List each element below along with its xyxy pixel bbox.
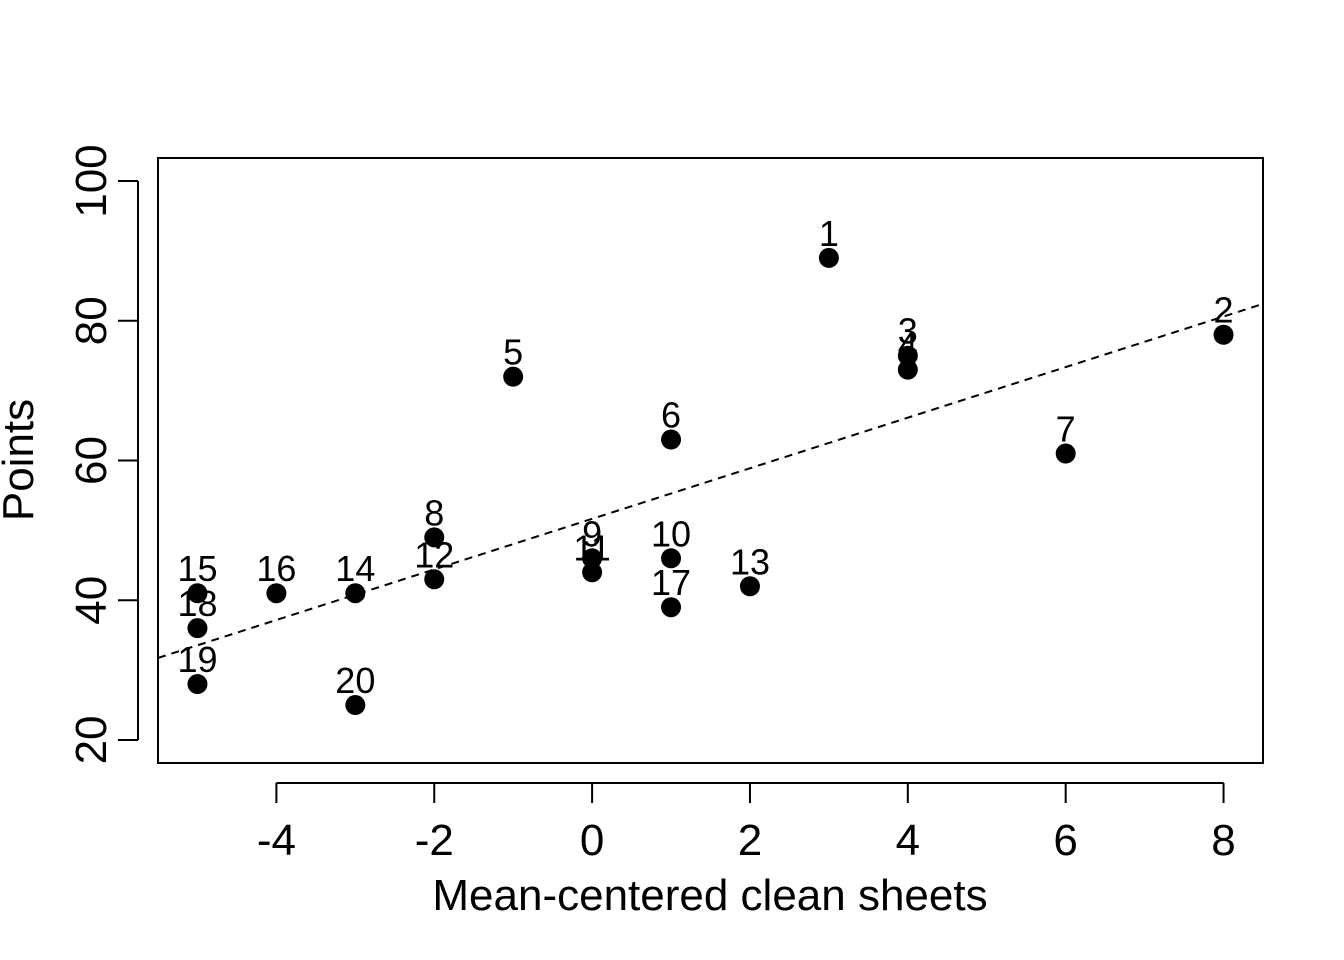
y-axis-label: Points [0,399,43,521]
x-tick-label: 6 [1053,816,1077,865]
data-point [582,548,603,569]
point-label: 1 [819,213,839,254]
x-tick-label: 0 [580,816,604,865]
point-label: 19 [177,639,217,680]
data-point [897,359,918,380]
plot-frame [157,157,1264,764]
x-tick-label: -4 [257,816,296,865]
data-point [582,562,603,583]
data-point [661,597,682,618]
data-point [345,695,366,716]
y-tick-label: 60 [67,436,116,485]
data-point [661,548,682,569]
data-point [818,247,839,268]
data-point [345,583,366,604]
point-label: 5 [503,332,523,373]
point-label: 6 [661,395,681,436]
y-tick-label: 80 [67,296,116,345]
data-point [424,527,445,548]
y-axis: 20 40 60 80 100 [67,144,139,764]
point-label: 16 [256,548,296,589]
point-label: 4 [898,325,918,366]
y-tick-label: 40 [67,576,116,625]
data-point [661,429,682,450]
point-label: 8 [424,492,444,533]
x-axis-label: Mean-centered clean sheets [432,871,987,920]
data-point [739,576,760,597]
data-point [187,618,208,639]
data-point [897,345,918,366]
y-tick-label: 20 [67,715,116,764]
point-label: 15 [177,548,217,589]
x-tick-label: -2 [415,816,454,865]
point-label: 20 [335,660,375,701]
y-tick-label: 100 [67,144,116,217]
point-label: 10 [651,513,691,554]
point-label: 2 [1214,290,1234,331]
x-tick-label: 2 [738,816,762,865]
point-label: 7 [1056,409,1076,450]
x-tick-label: 8 [1211,816,1235,865]
data-point [187,674,208,695]
x-tick-label: 4 [896,816,920,865]
point-label: 14 [335,548,375,589]
point-label: 17 [651,562,691,603]
point-label: 9 [582,513,602,554]
data-point [187,583,208,604]
fit-line [158,302,1263,659]
data-point [1213,324,1234,345]
x-axis: -4 -2 0 2 4 6 8 [257,782,1236,865]
point-label: 3 [898,311,918,352]
point-label: 13 [730,541,770,582]
point-label: 12 [414,534,454,575]
point-label: 18 [177,583,217,624]
data-point [503,366,524,387]
point-label: 11 [573,527,610,568]
data-point [424,569,445,590]
data-point [1055,443,1076,464]
data-point [266,583,287,604]
